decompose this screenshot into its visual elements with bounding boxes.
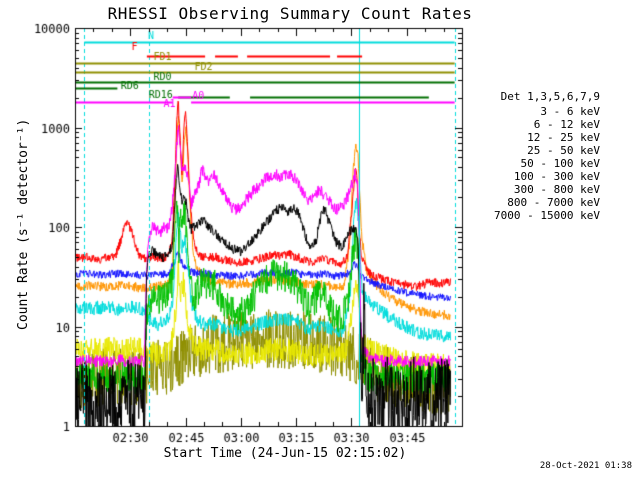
legend-entry: 100 - 300 keV [513, 170, 600, 183]
legend-entry: 25 - 50 keV [527, 144, 600, 157]
legend-entry: 12 - 25 keV [527, 131, 600, 144]
creation-timestamp: 28-Oct-2021 01:38 [539, 461, 632, 471]
legend-entry: 6 - 12 keV [533, 118, 600, 131]
legend: Det 1,3,5,6,7,9 3 - 6 keV 6 - 12 keV 12 - … [488, 90, 600, 222]
legend-entry: 7000 - 15000 keV [494, 209, 600, 222]
page-title: RHESSI Observing Summary Count Rates [107, 4, 473, 23]
x-axis-title: Start Time (24-Jun-15 02:15:02) [163, 446, 407, 461]
legend-entry: 300 - 800 keV [513, 183, 600, 196]
legend-entry: 50 - 100 keV [520, 157, 600, 170]
legend-entries: 3 - 6 keV 6 - 12 keV 12 - 25 keV 25 - 50 ke… [488, 105, 600, 222]
legend-entry: 800 - 7000 keV [507, 196, 600, 209]
y-axis-title: Count Rate (s⁻¹ detector⁻¹) [16, 118, 31, 330]
legend-title: Det 1,3,5,6,7,9 [500, 90, 600, 103]
legend-entry: 3 - 6 keV [540, 105, 600, 118]
